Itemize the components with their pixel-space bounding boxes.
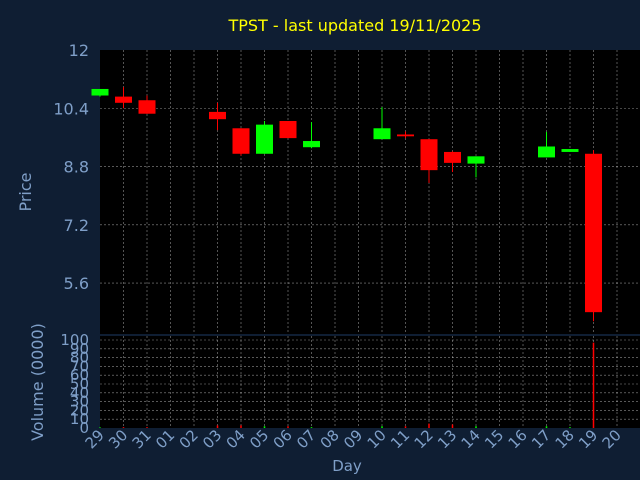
candle-body	[209, 111, 226, 120]
candle-body	[115, 96, 132, 103]
candle-body	[256, 124, 273, 154]
volume-bar-19	[592, 342, 595, 428]
candle-body	[91, 88, 109, 96]
volume-bar-10	[381, 426, 383, 428]
volume-y-tick-label: 10	[70, 410, 89, 428]
volume-y-tick-label: 90	[70, 340, 89, 358]
candle-05	[256, 121, 273, 154]
candles	[91, 87, 602, 322]
x-tick-labels: 2930310102030405060708091011121314151617…	[82, 426, 625, 452]
volume-bar-30	[122, 427, 125, 428]
chart-title: TPST - last updated 19/11/2025	[227, 16, 481, 35]
candle-body	[467, 156, 485, 164]
price-y-tick-label: 7.2	[64, 216, 89, 235]
x-axis-label: Day	[332, 457, 362, 475]
volume-y-tick-label: 0	[79, 419, 89, 437]
volume-y-tick-label: 70	[70, 357, 89, 375]
volume-y-tick-label: 60	[70, 366, 89, 384]
price-y-ticks: 12 10.4 8.8 7.2 5.6	[53, 41, 89, 293]
candle-04	[232, 128, 250, 156]
candle-14	[467, 156, 485, 178]
volume-bar-13	[451, 424, 454, 428]
candle-19	[585, 150, 602, 322]
volume-y-tick-label: 30	[70, 393, 89, 411]
candle-body	[232, 128, 250, 154]
volume-bar-11	[404, 426, 407, 428]
candle-07	[303, 122, 320, 149]
candle-03	[209, 102, 226, 131]
candle-18	[561, 149, 579, 152]
candle-13	[444, 151, 461, 172]
volume-y-axis-label: Volume (0000)	[28, 323, 47, 441]
volume-bar-17	[545, 426, 548, 428]
candle-body	[585, 153, 602, 313]
volume-bar-04	[240, 425, 242, 428]
price-y-tick-label: 8.8	[64, 158, 89, 177]
volume-bars	[99, 342, 595, 428]
price-y-axis-label: Price	[16, 172, 35, 211]
candle-body	[420, 139, 438, 171]
candle-06	[279, 121, 297, 139]
price-y-tick-label: 5.6	[64, 274, 89, 293]
price-y-tick-label: 12	[69, 41, 89, 60]
volume-bar-06	[287, 426, 289, 428]
volume-bar-29	[99, 427, 101, 428]
volume-y-tick-label: 100	[60, 331, 89, 349]
volume-plot-area	[100, 336, 640, 428]
candle-12	[420, 139, 438, 183]
candle-17	[538, 131, 555, 158]
candle-body	[538, 146, 555, 158]
volume-bar-14	[475, 426, 477, 428]
candle-body	[279, 121, 297, 139]
candle-body	[303, 141, 320, 148]
volume-bar-12	[428, 423, 430, 428]
candle-30	[115, 87, 132, 109]
volume-y-tick-label: 20	[70, 401, 89, 419]
volume-grid	[100, 336, 640, 428]
volume-bar-05	[263, 426, 266, 428]
candle-11	[397, 131, 414, 139]
candle-10	[373, 107, 391, 140]
volume-y-tick-label: 40	[70, 384, 89, 402]
volume-bar-31	[146, 427, 148, 428]
candle-body	[397, 134, 414, 137]
volume-bar-18	[569, 427, 571, 428]
volume-y-tick-label: 50	[70, 375, 89, 393]
volume-bar-07	[310, 427, 313, 428]
volume-bar-03	[216, 425, 219, 428]
price-y-tick-label: 10.4	[53, 99, 89, 118]
candle-29	[91, 88, 109, 97]
candle-31	[138, 95, 156, 114]
price-plot-area	[100, 50, 640, 334]
candle-body	[444, 151, 461, 163]
candle-body	[561, 149, 579, 152]
candle-body	[373, 128, 391, 140]
candle-body	[138, 100, 156, 114]
volume-y-tick-label: 80	[70, 349, 89, 367]
